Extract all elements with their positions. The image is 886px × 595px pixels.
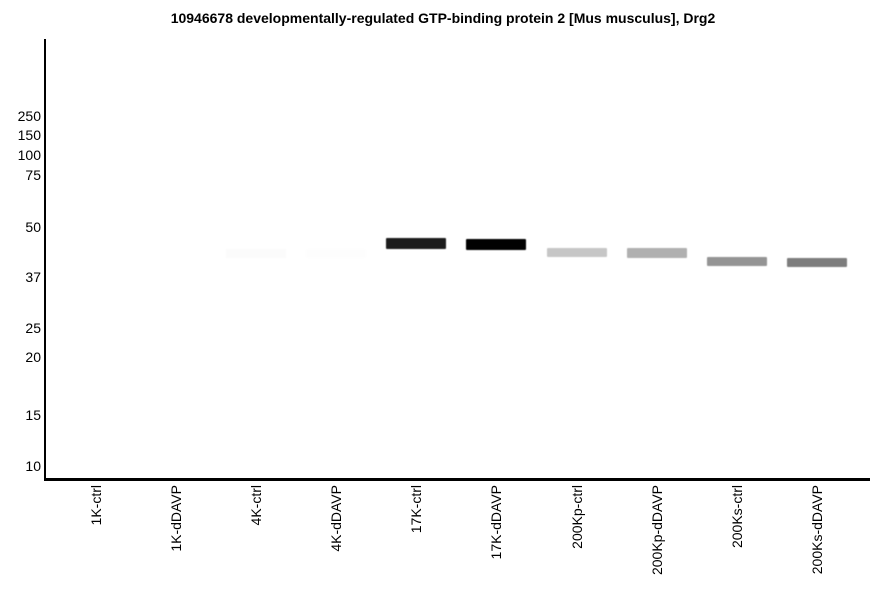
protein-band-17K-dDAVP — [466, 239, 526, 250]
protein-band-17K-ctrl — [386, 238, 446, 249]
x-tick-label-200Kp-dDAVP: 200Kp-dDAVP — [649, 485, 665, 576]
x-tick-label-17K-ctrl: 17K-ctrl — [408, 485, 424, 534]
x-tick-label-200Kp-ctrl: 200Kp-ctrl — [569, 485, 585, 549]
y-tick-label-250: 250 — [17, 108, 41, 124]
x-tick-label-1K-ctrl: 1K-ctrl — [88, 485, 104, 526]
y-tick-label-100: 100 — [17, 147, 41, 163]
x-tick-label-17K-dDAVP: 17K-dDAVP — [488, 485, 504, 560]
y-tick-label-50: 50 — [25, 219, 41, 235]
x-axis-spine — [43, 478, 870, 481]
y-axis-tick-labels: 250 150 100 75 50 37 25 20 15 10 — [0, 0, 41, 595]
y-tick-label-25: 25 — [25, 320, 41, 336]
protein-band-4K-ctrl — [226, 249, 286, 258]
y-tick-label-10: 10 — [25, 458, 41, 474]
x-tick-label-200Ks-ctrl: 200Ks-ctrl — [729, 485, 745, 549]
x-tick-label-1K-dDAVP: 1K-dDAVP — [168, 485, 184, 552]
y-tick-label-15: 15 — [25, 407, 41, 423]
protein-band-200Ks-ctrl — [707, 257, 767, 266]
y-tick-label-75: 75 — [25, 167, 41, 183]
chart-title: 10946678 developmentally-regulated GTP-b… — [170, 10, 716, 26]
y-tick-label-37: 37 — [25, 269, 41, 285]
x-tick-label-200Ks-dDAVP: 200Ks-dDAVP — [809, 485, 825, 575]
protein-band-4K-dDAVP — [306, 249, 366, 258]
protein-band-200Ks-dDAVP — [787, 258, 847, 267]
protein-band-200Kp-dDAVP — [627, 248, 687, 258]
y-axis-spine — [43, 39, 47, 481]
x-tick-label-4K-dDAVP: 4K-dDAVP — [328, 485, 344, 552]
x-tick-label-4K-ctrl: 4K-ctrl — [248, 485, 264, 526]
y-tick-label-150: 150 — [17, 127, 41, 143]
protein-band-200Kp-ctrl — [547, 248, 607, 257]
y-tick-label-20: 20 — [25, 349, 41, 365]
